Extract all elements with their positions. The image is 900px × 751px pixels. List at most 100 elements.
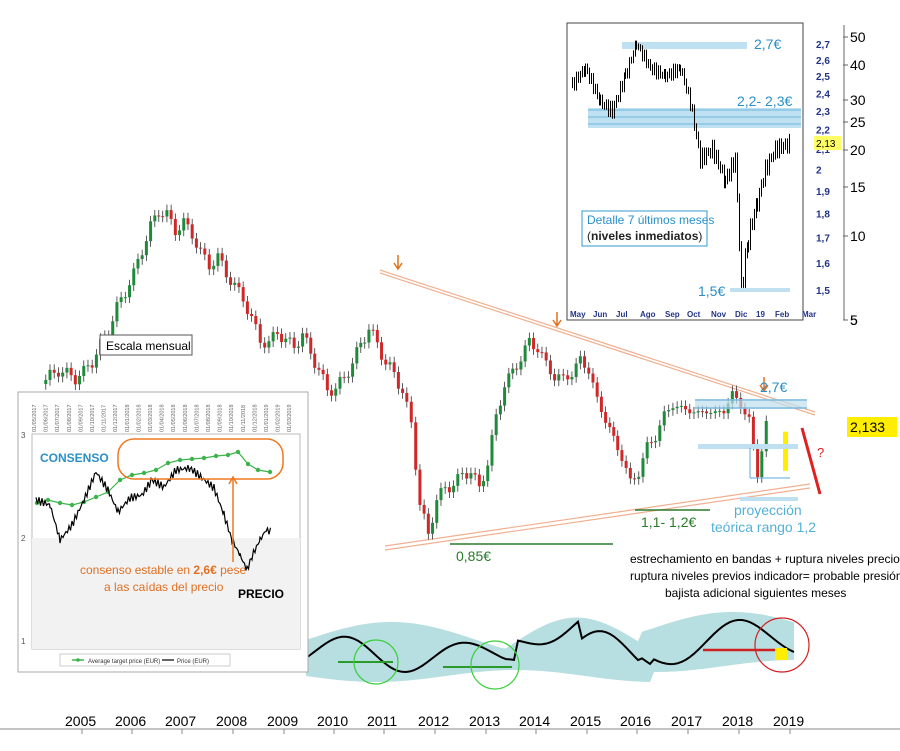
- candle-body: [624, 460, 628, 468]
- candle-body: [267, 341, 271, 348]
- detail-x-label: Dic: [735, 310, 748, 319]
- candle-body: [44, 379, 48, 384]
- candle-body: [426, 513, 430, 534]
- candle-body: [730, 391, 734, 404]
- detail-inset: Detalle 7 últimos meses (niveles inmedia…: [566, 22, 866, 328]
- consensus-note-2: a las caídas del precio: [104, 580, 224, 594]
- consensus-x-label: 01/06/2017: [44, 404, 50, 432]
- candle-body: [561, 374, 565, 376]
- consensus-point: [45, 497, 51, 503]
- detail-title-2: (niveles inmediatos): [587, 229, 702, 243]
- candle-body: [346, 376, 350, 378]
- consensus-x-label: 01/03/2019: [287, 404, 293, 432]
- detail-band-2-7: [622, 42, 747, 49]
- candle-body: [756, 444, 760, 478]
- candle-body: [633, 478, 637, 480]
- consensus-x-label: 01/08/2017: [67, 404, 73, 432]
- candle-body: [229, 277, 233, 285]
- upper-trendline-2: [379, 272, 816, 416]
- consensus-point: [153, 467, 159, 473]
- note-line-2: ruptura niveles previos indicador= proba…: [630, 569, 900, 583]
- x-tick-label: 2014: [519, 713, 550, 729]
- candle-body: [241, 287, 245, 302]
- candle-body: [245, 301, 249, 314]
- scale-label: Escala mensual: [106, 339, 191, 353]
- last-price-label: 2,133: [850, 419, 885, 435]
- x-tick-label: 2008: [216, 713, 247, 729]
- arrow-2018: [759, 377, 769, 393]
- candle-body: [280, 333, 284, 343]
- legend-target-dot: [76, 658, 80, 662]
- candle-body: [692, 412, 696, 414]
- candle-body: [224, 260, 228, 278]
- detail-x-label: Ago: [640, 310, 656, 319]
- candle-body: [628, 467, 632, 479]
- indicator-circle-1: [353, 639, 399, 685]
- candle-body: [73, 375, 77, 385]
- candle-body: [735, 391, 739, 398]
- candle-body: [169, 210, 173, 219]
- consensus-x-label: 01/07/2017: [55, 404, 61, 432]
- detail-level-mid-label: 2,2- 2,3€: [737, 93, 792, 109]
- candle-body: [220, 253, 224, 261]
- detail-y-right-label: 30: [850, 92, 866, 108]
- candle-body: [292, 337, 296, 348]
- detail-x-label: 19: [756, 310, 765, 319]
- candle-body: [536, 349, 540, 353]
- projection-red-line: [800, 427, 822, 495]
- last-candle-highlight: [783, 431, 788, 471]
- candle-body: [751, 416, 755, 445]
- detail-y-left-label: 2,2: [816, 126, 830, 137]
- candle-body: [275, 332, 279, 334]
- candle-body: [435, 500, 439, 523]
- detail-y-left-label: 2,5: [816, 72, 830, 83]
- candle-body: [486, 465, 490, 482]
- consensus-x-label: 01/12/2017: [113, 404, 119, 432]
- candle-body: [396, 372, 400, 389]
- level-2-7-band: [695, 399, 807, 409]
- note-line-3: bajista adicional siguientes meses: [665, 586, 846, 600]
- candle-body: [482, 481, 486, 487]
- detail-y-axis-right: 50 40 30 25 20 15 10 5: [843, 25, 866, 328]
- candle-body: [473, 473, 477, 475]
- consensus-x-label: 01/02/2018: [136, 404, 142, 432]
- candle-body: [422, 504, 426, 514]
- consensus-point: [177, 457, 183, 463]
- lower-trendline-2: [384, 487, 811, 551]
- candle-body: [447, 487, 451, 493]
- candle-body: [431, 522, 435, 534]
- candle-body: [507, 373, 511, 388]
- candle-body: [371, 329, 375, 331]
- x-tick-label: 2017: [671, 713, 702, 729]
- consensus-lower-shade: [32, 538, 300, 649]
- candle-body: [123, 297, 127, 299]
- candle-body: [641, 458, 645, 477]
- detail-y-left-label: 2,7: [816, 40, 830, 51]
- detail-level-top-label: 2,7€: [754, 36, 781, 52]
- detail-x-label: Jul: [616, 310, 628, 319]
- candle-body: [532, 338, 536, 350]
- candle-body: [384, 359, 388, 365]
- consensus-x-label: 01/05/2017: [32, 404, 38, 432]
- candle-body: [553, 374, 557, 381]
- detail-x-axis: May Jun Jul Ago Sep Oct Nov Dic 19 Feb Mar: [570, 310, 816, 319]
- level-0-85-label: 0,85€: [456, 548, 491, 564]
- consensus-y-2: 2: [21, 534, 26, 543]
- triangle-lines: [379, 269, 816, 551]
- detail-x-label: Sep: [665, 310, 680, 319]
- candle-body: [367, 329, 371, 343]
- legend-price-label: Price (EUR): [177, 659, 209, 665]
- candle-body: [460, 473, 464, 475]
- x-tick-label: 2006: [115, 713, 146, 729]
- consensus-point: [213, 453, 219, 459]
- candle-body: [325, 374, 329, 391]
- candle-body: [494, 414, 498, 436]
- detail-y-axis-left: 2,7 2,6 2,5 2,4 2,3 2,2 2,1 2 1,9 1,8 1,7 1,6 1,5: [816, 40, 830, 297]
- candle-body: [128, 285, 132, 298]
- candle-body: [477, 474, 481, 487]
- candle-body: [523, 345, 527, 362]
- indicator-line: [305, 619, 795, 673]
- candle-body: [599, 396, 603, 413]
- consensus-x-label: 01/05/2018: [171, 404, 177, 432]
